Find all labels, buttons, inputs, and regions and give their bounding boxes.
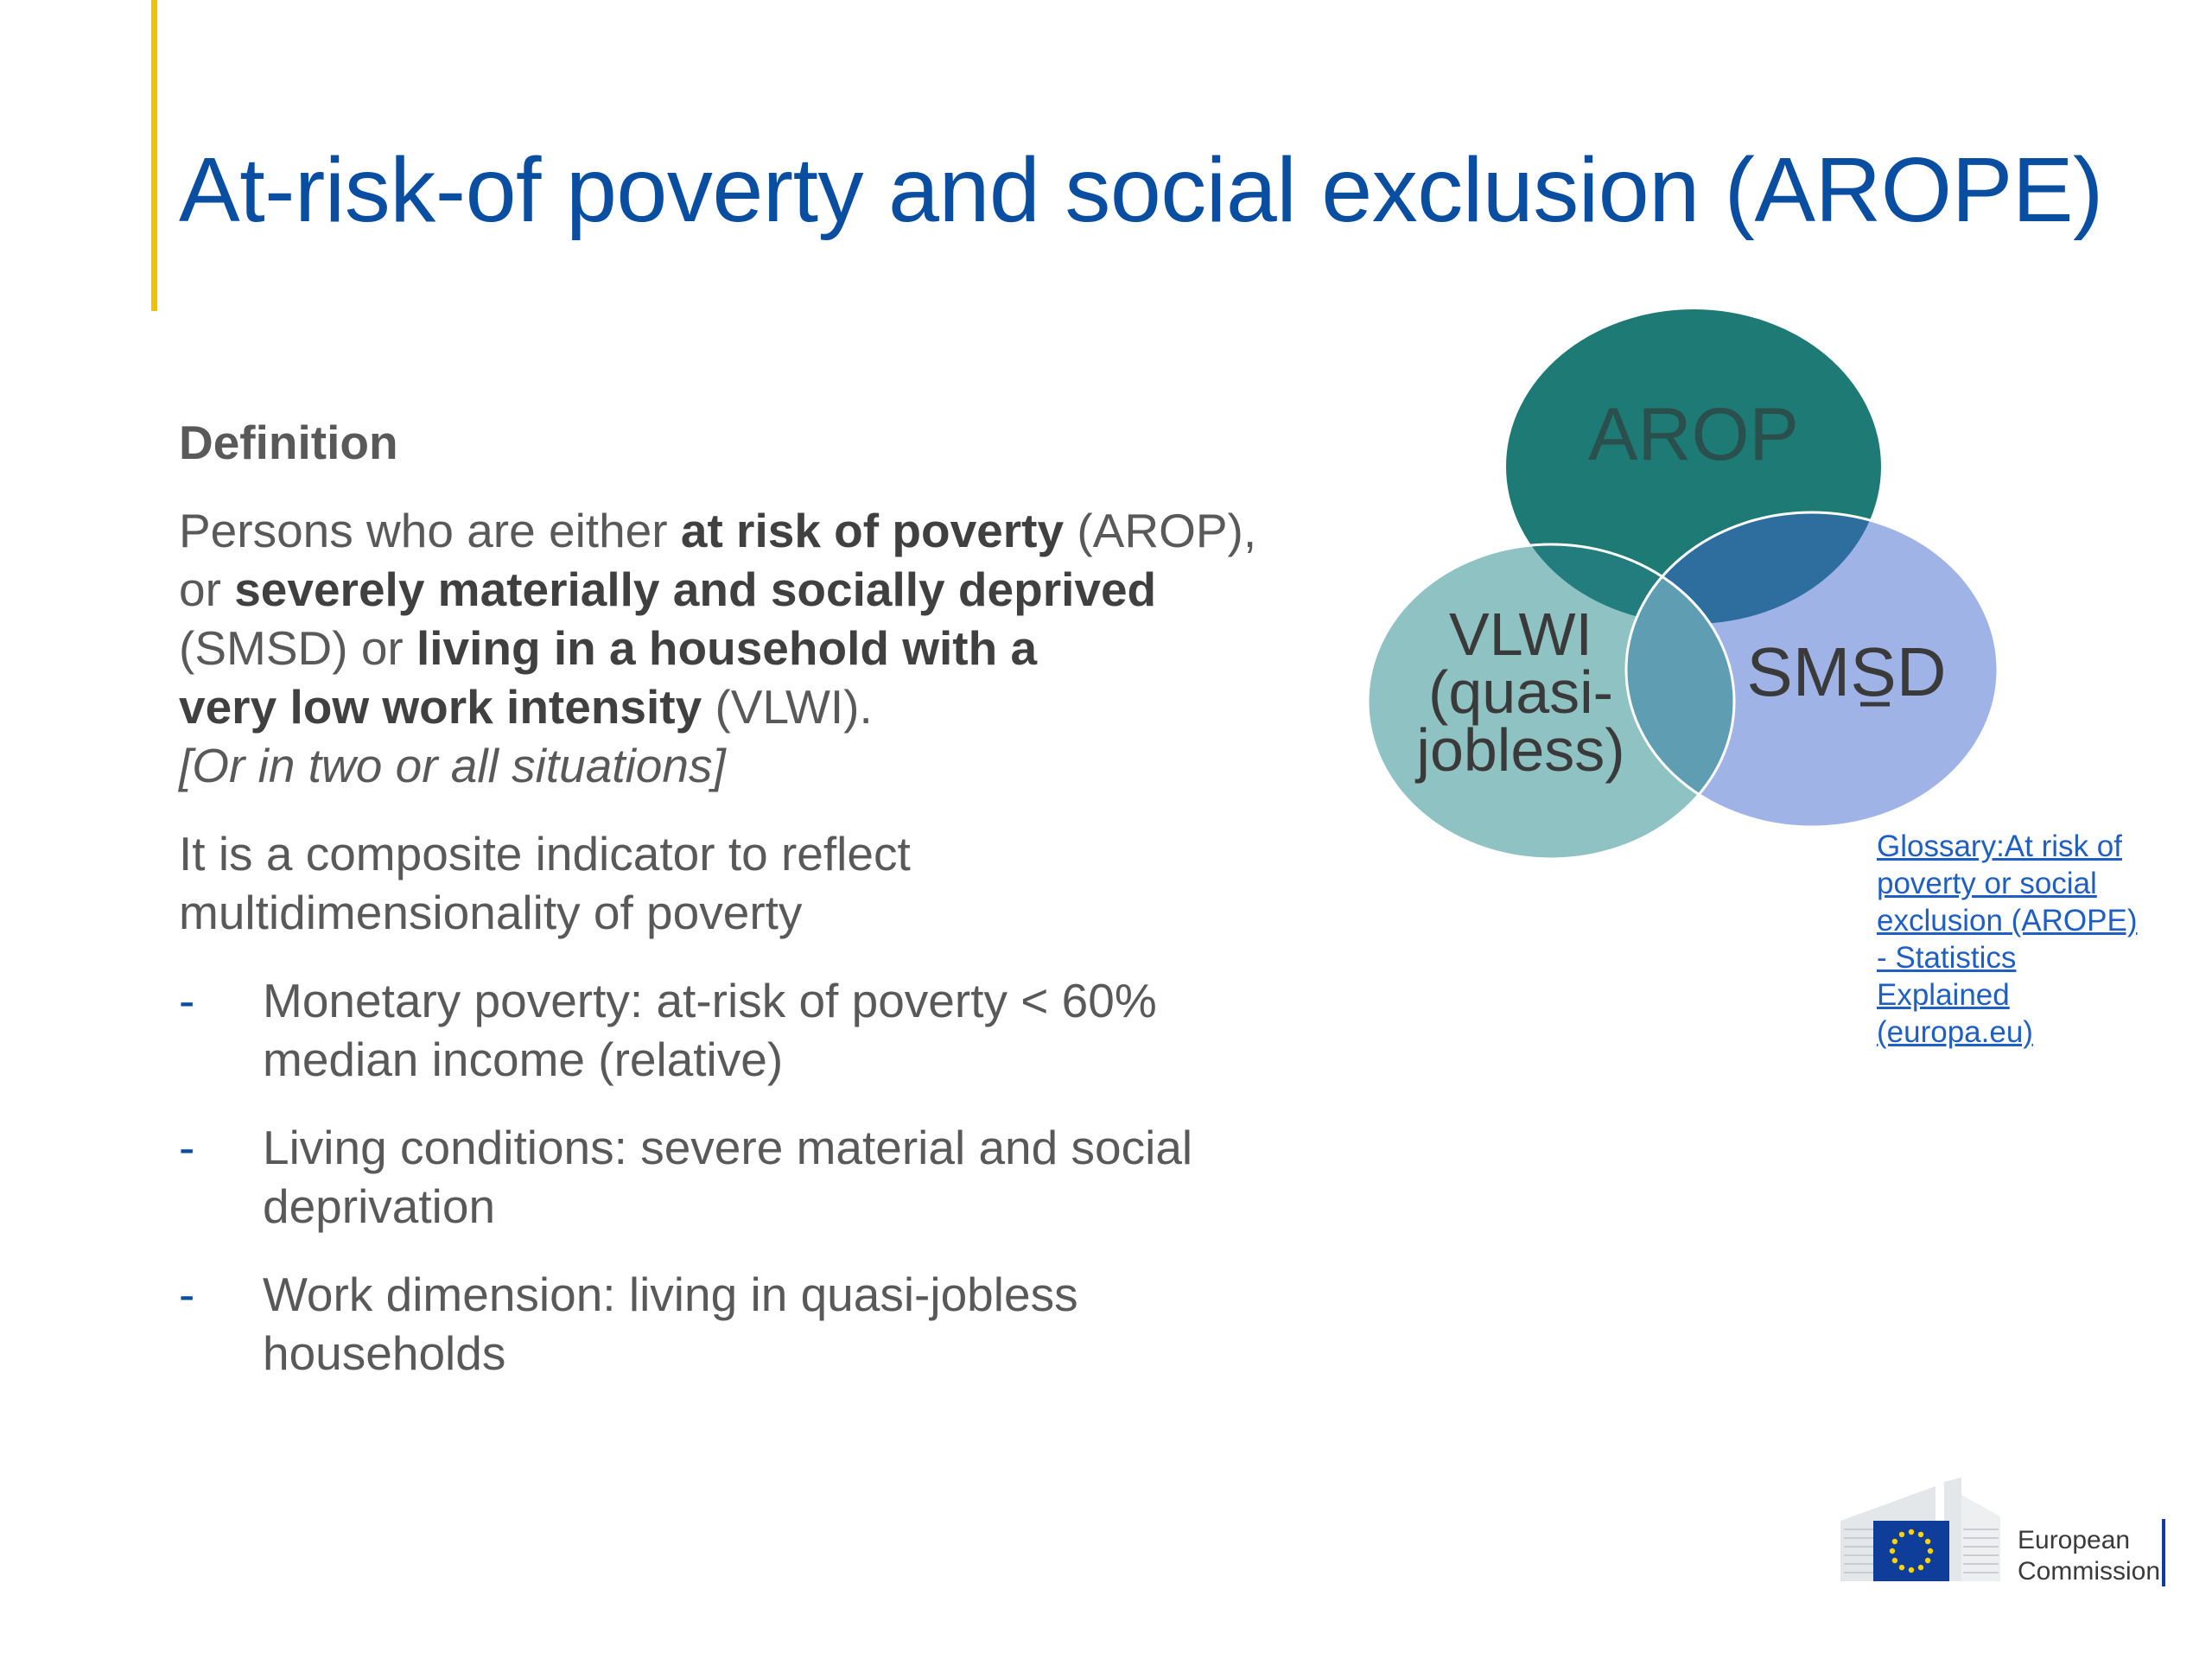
definition-paragraph: Persons who are either at risk of povert… [179,501,1354,795]
bullet-text: median income (relative) [263,1033,784,1086]
eu-star-icon [1917,1531,1924,1538]
definition-text: (SMSD) or [179,621,416,675]
venn-diagram: AROP SMSD VLWI (quasi- jobless) [1366,309,1999,861]
arop-label: AROP [1588,393,1799,476]
definition-bold-arop: at risk of poverty [680,504,1065,557]
bullet-text: deprivation [263,1179,496,1233]
bullet-dash: - [179,1268,195,1321]
eu-star-icon [1908,1567,1915,1573]
slide-title: At-risk-of poverty and social exclusion … [179,139,2103,241]
definition-text: (VLWI). [702,680,873,734]
eu-star-icon [1924,1557,1931,1564]
logo-text-commission: Commission [2018,1557,2160,1586]
bullet-text: households [263,1326,506,1380]
list-item: - Living conditions: severe material and… [179,1118,1354,1236]
eu-star-icon [1891,1538,1898,1545]
definition-text: Persons who are either [179,504,681,557]
dimension-list: - Monetary poverty: at-risk of poverty <… [179,971,1354,1382]
composite-line: It is a composite indicator to reflect [179,827,911,880]
logo-text-european: European [2018,1526,2130,1554]
vlwi-label: jobless) [1414,716,1624,784]
title-accent-bar [151,0,157,311]
eu-star-icon [1898,1564,1905,1571]
bullet-text: Monetary poverty: at-risk of poverty < 6… [263,974,1157,1027]
list-item: - Monetary poverty: at-risk of poverty <… [179,971,1354,1089]
bullet-text: Work dimension: living in quasi-jobless [263,1268,1078,1321]
eu-star-icon [1889,1548,1896,1554]
glossary-link-line[interactable]: poverty or social [1877,867,2097,900]
glossary-link[interactable]: Glossary:At risk of poverty or social ex… [1877,828,2162,1051]
definition-bold-household: living in a household with a [416,621,1038,675]
slide-body: Definition Persons who are either at ris… [179,413,1354,1412]
bullet-text: Living conditions: severe material and s… [263,1121,1193,1174]
definition-bold-vlwi: very low work intensity [179,680,702,734]
vlwi-outline [1366,543,1736,861]
definition-text: or [179,563,235,616]
eu-star-icon [1898,1531,1905,1538]
smsd-outline [1624,511,1999,829]
composite-paragraph: It is a composite indicator to reflect m… [179,824,1354,942]
definition-text: (AROP), [1064,504,1257,557]
glossary-link-line[interactable]: - Statistics [1877,941,2017,975]
bullet-dash: - [179,1121,195,1174]
list-item: - Work dimension: living in quasi-jobles… [179,1265,1354,1382]
vlwi-label: (quasi- [1428,658,1613,726]
glossary-link-line[interactable]: Glossary:At risk of [1877,830,2122,863]
arop-smsd-overlap [1626,512,1881,624]
eu-flag-icon [1873,1521,1949,1581]
glossary-link-line[interactable]: (europa.eu) [1877,1015,2033,1049]
smsd-label: SMSD [1746,633,1946,710]
eu-star-icon [1908,1529,1915,1535]
definition-italic-note: [Or in two or all situations] [179,739,726,792]
composite-line: multidimensionality of poverty [179,886,803,939]
eu-star-icon [1891,1557,1898,1564]
vlwi-label: VLWI [1449,601,1592,668]
eu-star-icon [1917,1564,1924,1571]
bullet-dash: - [179,974,195,1027]
eu-star-icon [1927,1548,1934,1554]
definition-heading: Definition [179,416,398,469]
glossary-link-line[interactable]: Explained [1877,978,2010,1012]
logo-divider [2162,1519,2165,1586]
eu-star-icon [1924,1538,1931,1545]
glossary-link-line[interactable]: exclusion (AROPE) [1877,904,2138,938]
european-commission-logo: European Commission [1840,1478,2165,1586]
definition-bold-smsd: severely materially and socially deprive… [234,563,1157,616]
